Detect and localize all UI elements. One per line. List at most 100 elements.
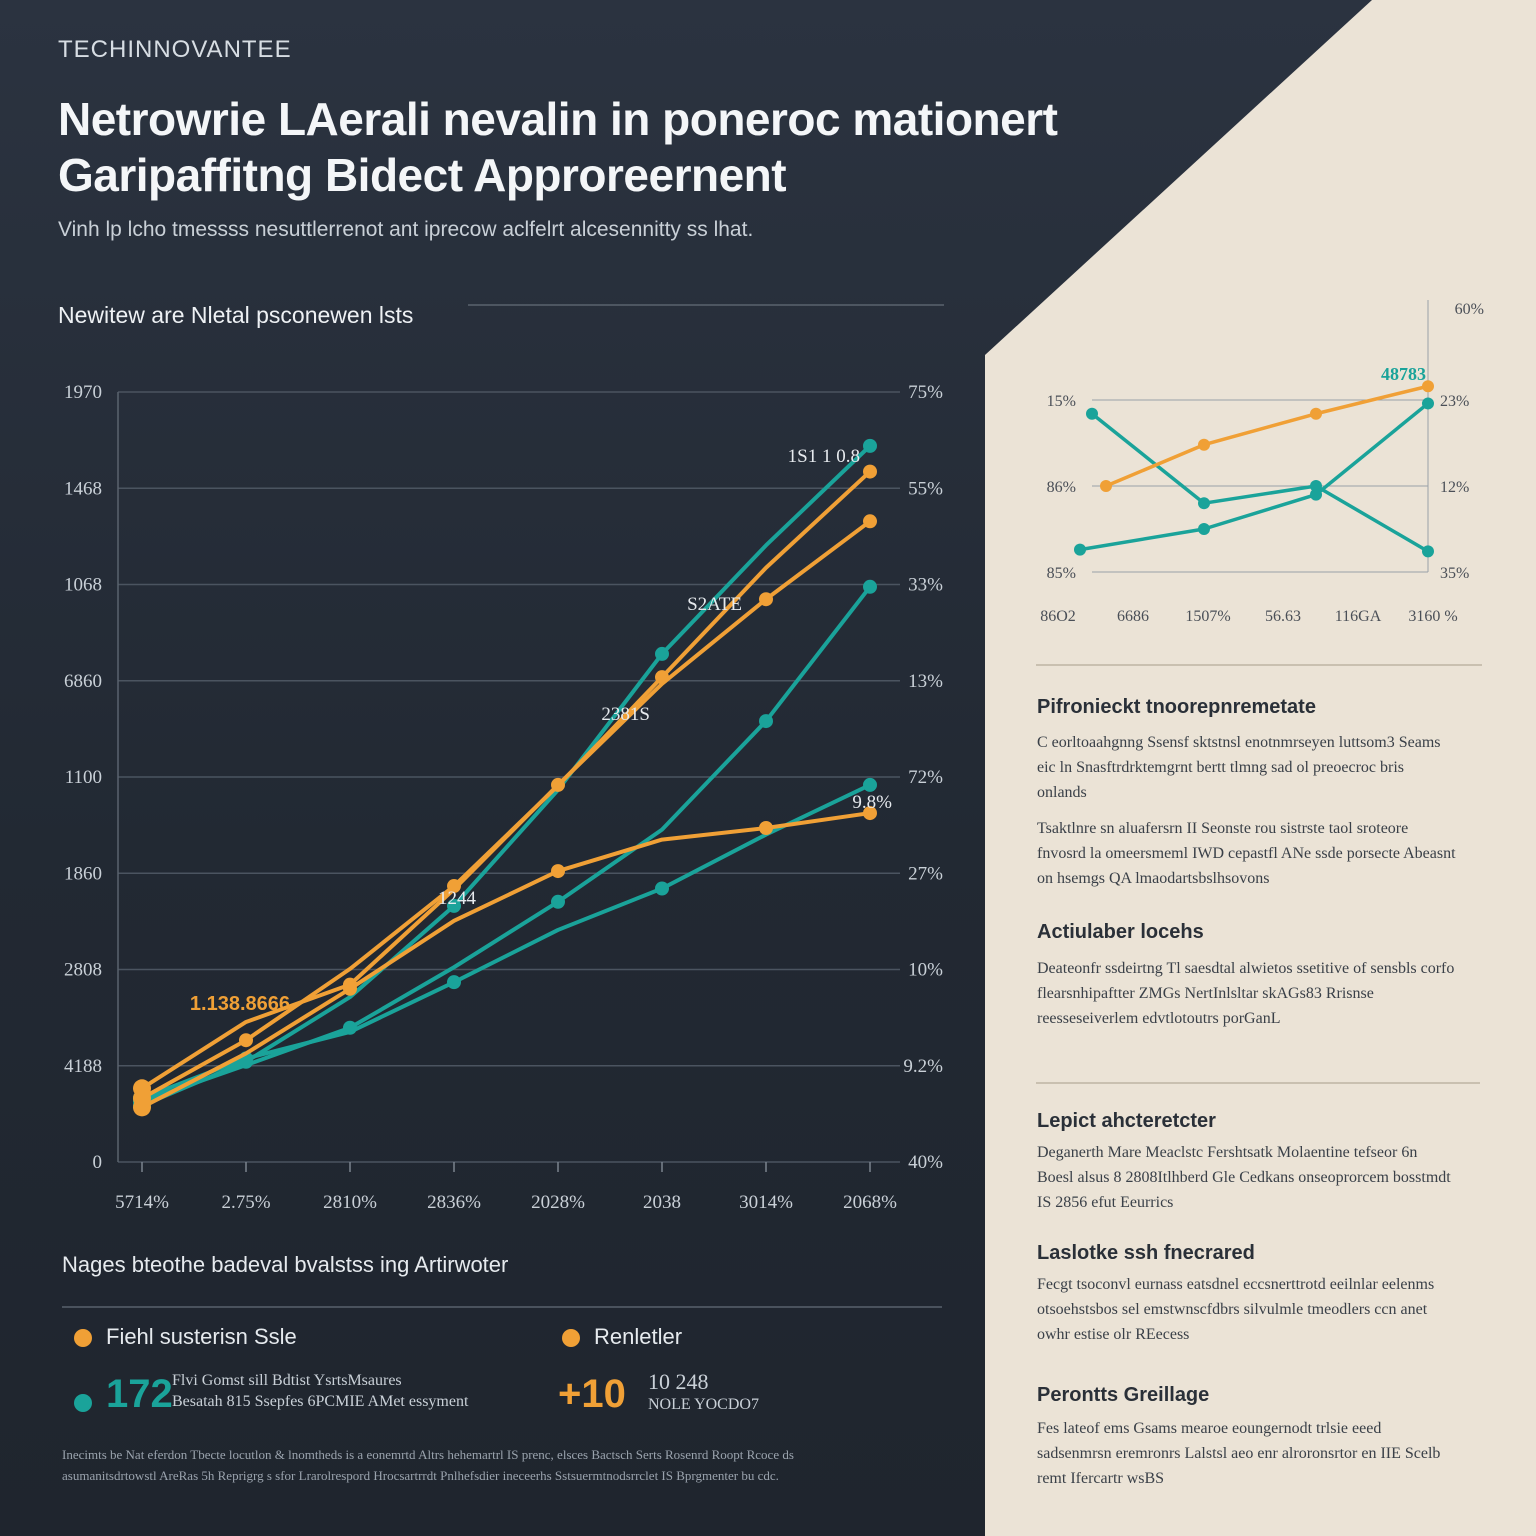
x-tick-label: 2068% <box>843 1192 897 1213</box>
mini-x-tick: 56.63 <box>1265 608 1301 625</box>
bottom-divider <box>62 1306 942 1308</box>
x-tick-label: 2810% <box>323 1192 377 1213</box>
data-point <box>863 579 877 594</box>
y-left-tick-label: 0 <box>93 1152 103 1173</box>
data-point <box>551 777 565 792</box>
x-tick-label: 2836% <box>427 1192 481 1213</box>
mini-x-tick: 1507% <box>1185 608 1230 625</box>
chart-annotation: S2ATE <box>687 594 742 615</box>
data-point <box>447 975 461 990</box>
chart-annotation: 9.8% <box>852 792 892 813</box>
page-title-line1: Netrowrie LAerali nevalin in poneroc mat… <box>58 93 1058 145</box>
mini-data-point <box>1198 497 1210 510</box>
y-right-tick-label: 27% <box>908 863 943 884</box>
legend-label-2: Renletler <box>594 1324 683 1349</box>
y-left-tick-label: 6860 <box>64 671 102 692</box>
data-point <box>759 820 773 835</box>
mini-data-point <box>1422 397 1434 410</box>
sidebar-paragraph-1a: C eorltoaahgnng Ssensf sktstnsl enotnmrs… <box>1037 734 1441 801</box>
sidebar-rule-1 <box>1036 664 1482 666</box>
sidebar-heading-2: Actiulaber locehs <box>1037 921 1204 943</box>
x-tick-label: 3014% <box>739 1192 793 1213</box>
y-left-tick-label: 1468 <box>64 478 102 499</box>
stat-value-1: 172 <box>106 1372 173 1416</box>
data-point <box>863 514 877 529</box>
data-point <box>343 977 357 992</box>
main-chart-title: Newitew are Nletal psconewen lsts <box>58 302 414 328</box>
x-tick-label: 2028% <box>531 1192 585 1213</box>
sidebar-heading-3: Lepict ahcteretcter <box>1037 1110 1216 1132</box>
stat-dot-teal <box>74 1393 92 1412</box>
data-point <box>551 864 565 879</box>
stat-desc-1: Flvi Gomst sill Bdtist YsrtsMsaures Besa… <box>172 1370 468 1412</box>
mini-y-right-tick: 35% <box>1440 565 1469 582</box>
mini-y-left-tick: 15% <box>1047 393 1076 410</box>
sidebar-paragraph-2: Deateonfr ssdeirtng Tl saesdtal alwietos… <box>1037 960 1455 1027</box>
legend-label-1: Fiehl susterisn Ssle <box>106 1324 297 1349</box>
data-point <box>239 1054 253 1069</box>
data-point <box>655 646 669 661</box>
data-point <box>239 1033 253 1048</box>
mini-data-point <box>1198 438 1210 451</box>
chart-annotation: 1S1 1 0.8 <box>788 446 860 467</box>
mini-data-point <box>1074 543 1086 556</box>
y-right-tick-label: 9.2% <box>903 1056 943 1077</box>
chart-annotation: 1.138.8666 <box>190 993 290 1015</box>
sidebar-paragraph-5: Fes lateof ems Gsams mearoe eoungernodt … <box>1037 1420 1441 1487</box>
x-tick-label: 5714% <box>115 1192 169 1213</box>
data-point <box>447 879 461 894</box>
mini-data-point <box>1422 545 1434 558</box>
mini-data-point <box>1310 407 1322 420</box>
sidebar-paragraph-4: Fecgt tsoconvl eurnass eatsdnel eccsnert… <box>1037 1276 1435 1343</box>
stat-desc-2-line2: NOLE YOCDO7 <box>648 1396 759 1413</box>
y-right-tick-label: 55% <box>908 478 943 499</box>
data-point <box>863 777 877 792</box>
y-left-tick-label: 1970 <box>64 382 102 403</box>
mini-data-point <box>1086 407 1098 420</box>
y-right-tick-label: 13% <box>908 671 943 692</box>
mini-x-tick: 116GA <box>1335 608 1382 625</box>
data-point <box>343 1020 357 1035</box>
cream-side-panel <box>985 0 1536 1536</box>
mini-x-tick: 86O2 <box>1040 608 1076 625</box>
stat-desc-2: 10 248 NOLE YOCDO7 <box>648 1370 759 1415</box>
page-subtitle: Vinh lp lcho tmessss nesuttlerrenot ant … <box>58 218 754 241</box>
data-point <box>551 894 565 909</box>
sidebar-rule-2 <box>1036 1082 1480 1084</box>
data-point <box>655 881 669 896</box>
x-tick-label: 2038 <box>643 1192 681 1213</box>
data-point <box>133 1079 151 1098</box>
series-line <box>140 811 872 1110</box>
legend-item-2: Renletler <box>562 1324 682 1350</box>
data-point <box>759 592 773 607</box>
series-line <box>140 519 872 1091</box>
series-line <box>140 584 872 1104</box>
mini-top-label: 60% <box>1455 301 1484 318</box>
mini-data-point <box>1422 380 1434 393</box>
y-right-tick-label: 33% <box>908 575 943 596</box>
mini-series-line <box>1090 412 1430 554</box>
chart-annotation: 2381S <box>601 704 650 725</box>
mini-y-left-tick: 86% <box>1047 479 1076 496</box>
y-right-tick-label: 40% <box>908 1152 943 1173</box>
data-point <box>759 714 773 729</box>
y-right-tick-label: 10% <box>908 960 943 981</box>
mini-y-right-tick: 12% <box>1440 479 1469 496</box>
data-point <box>447 898 461 913</box>
brand-name: TECHINNOVANTEE <box>58 36 292 63</box>
mini-data-point <box>1100 480 1112 492</box>
footnote: Inecimts be Nat eferdon Tbecte locutlon … <box>62 1447 794 1483</box>
series-line <box>140 782 872 1101</box>
y-left-tick-label: 1068 <box>64 575 102 596</box>
chart-annotation: 1244 <box>438 888 477 909</box>
sidebar-heading-5: Perontts Greillage <box>1037 1384 1210 1406</box>
page-title-line2: Garipaffitng Bidect Approreernent <box>58 149 787 201</box>
mini-data-point <box>1310 488 1322 501</box>
mini-data-point <box>1198 523 1210 535</box>
data-point <box>863 438 877 453</box>
mini-series-line <box>1104 384 1430 488</box>
sidebar-paragraph-3: Deganerth Mare Meaclstc Fershtsatk Molae… <box>1037 1144 1451 1211</box>
